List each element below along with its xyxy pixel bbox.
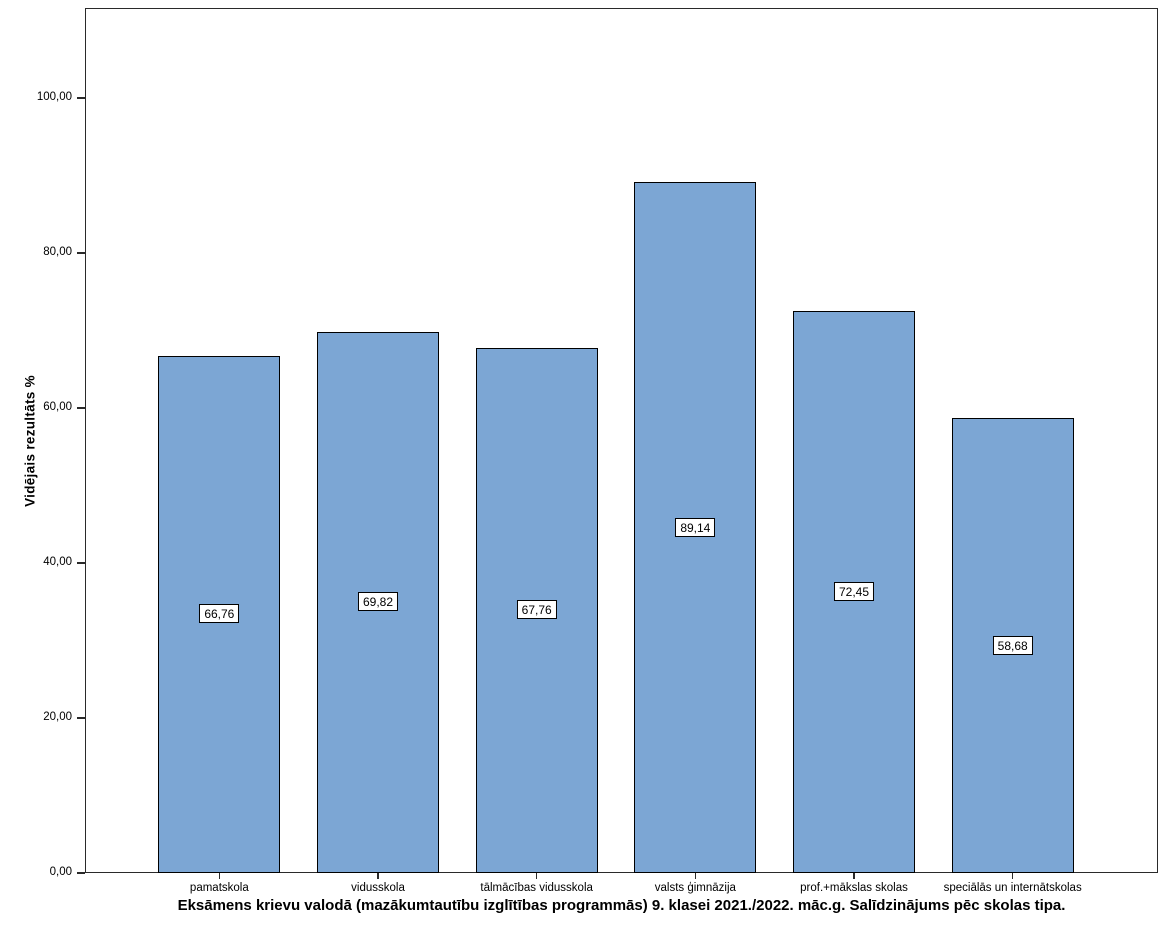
bar-value-label: 72,45 bbox=[833, 582, 875, 602]
y-tick-label: 40,00 bbox=[43, 555, 72, 568]
chart-title: Eksāmens krievu valodā (mazākumtautību i… bbox=[177, 897, 1066, 914]
bar-value-label: 66,76 bbox=[199, 604, 240, 624]
x-tick-label: prof.+mākslas skolas bbox=[800, 882, 908, 894]
y-tick-label: 100,00 bbox=[36, 90, 72, 103]
x-tick-label: speciālās un internātskolas bbox=[943, 882, 1082, 894]
y-tick-label: 0,00 bbox=[49, 866, 72, 878]
bar-value-label: 67,76 bbox=[516, 600, 557, 620]
x-tick-mark bbox=[1011, 873, 1014, 879]
y-tick-label: 80,00 bbox=[43, 245, 72, 258]
y-tick-label: 60,00 bbox=[43, 400, 72, 413]
x-tick-mark bbox=[218, 873, 221, 879]
bar-value-label: 58,68 bbox=[992, 635, 1033, 655]
x-tick-mark bbox=[853, 873, 855, 879]
y-tick-mark bbox=[77, 407, 85, 409]
x-tick-mark bbox=[694, 873, 697, 879]
x-tick-label: pamatskola bbox=[189, 882, 249, 894]
bar-value-label: 89,14 bbox=[675, 517, 716, 537]
y-tick-mark bbox=[77, 717, 85, 719]
x-tick-mark bbox=[377, 873, 379, 879]
x-tick-label: tālmācības vidusskola bbox=[480, 882, 593, 894]
bar-value-label: 69,82 bbox=[357, 592, 399, 612]
x-tick-mark bbox=[535, 873, 538, 879]
y-axis-title: Vidējais rezultāts % bbox=[22, 374, 38, 507]
y-tick-mark bbox=[77, 97, 85, 99]
y-tick-mark bbox=[77, 562, 85, 564]
x-tick-label: valsts ģimnāzija bbox=[654, 882, 736, 894]
y-tick-mark bbox=[77, 252, 85, 254]
y-tick-mark bbox=[77, 872, 85, 874]
y-tick-label: 20,00 bbox=[43, 710, 72, 723]
x-tick-label: vidusskola bbox=[351, 882, 405, 894]
